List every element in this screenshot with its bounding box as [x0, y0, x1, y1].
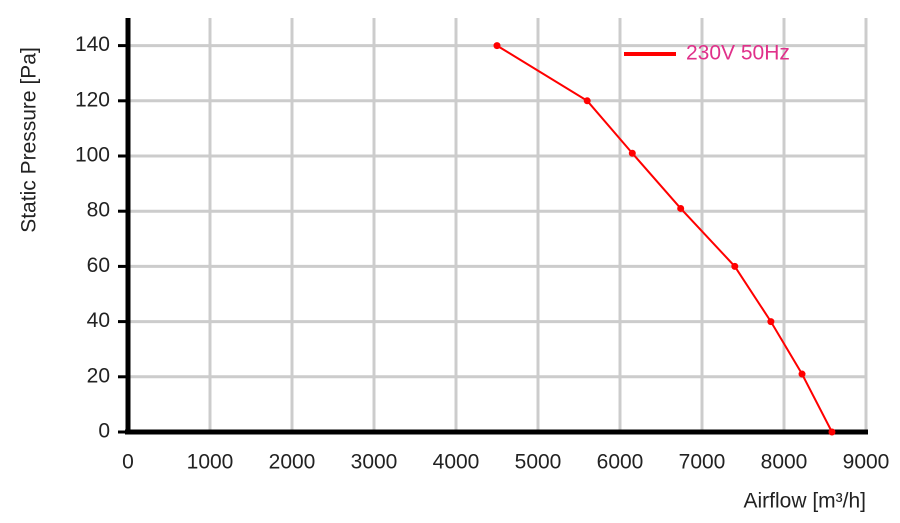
y-tick-label: 120 [75, 88, 110, 111]
x-tick-label: 9000 [843, 451, 890, 474]
y-tick-label: 80 [87, 199, 110, 222]
x-tick-label: 0 [122, 451, 134, 474]
legend-label: 230V 50Hz [686, 42, 790, 65]
data-point [583, 97, 591, 105]
data-point [767, 318, 775, 326]
data-point [731, 262, 739, 270]
data-point [828, 428, 836, 436]
y-tick-label: 140 [75, 33, 110, 56]
y-tick-label: 0 [98, 420, 110, 443]
x-tick-label: 1000 [187, 451, 234, 474]
x-tick-label: 6000 [597, 451, 644, 474]
x-tick-label: 8000 [761, 451, 808, 474]
data-line [496, 44, 833, 433]
data-point [677, 204, 685, 212]
x-tick-label: 4000 [433, 451, 480, 474]
data-point [628, 149, 636, 157]
y-tick-label: 100 [75, 144, 110, 167]
y-tick-label: 40 [87, 309, 110, 332]
y-tick-label: 60 [87, 254, 110, 277]
data-point [493, 42, 501, 50]
y-tick-label: 20 [87, 364, 110, 387]
data-point [798, 370, 806, 378]
x-tick-label: 7000 [679, 451, 726, 474]
x-axis-label: Airflow [m³/h] [743, 490, 866, 513]
x-tick-label: 2000 [269, 451, 316, 474]
x-tick-label: 3000 [351, 451, 398, 474]
y-axis-label: Static Pressure [Pa] [18, 47, 41, 233]
x-tick-label: 5000 [515, 451, 562, 474]
